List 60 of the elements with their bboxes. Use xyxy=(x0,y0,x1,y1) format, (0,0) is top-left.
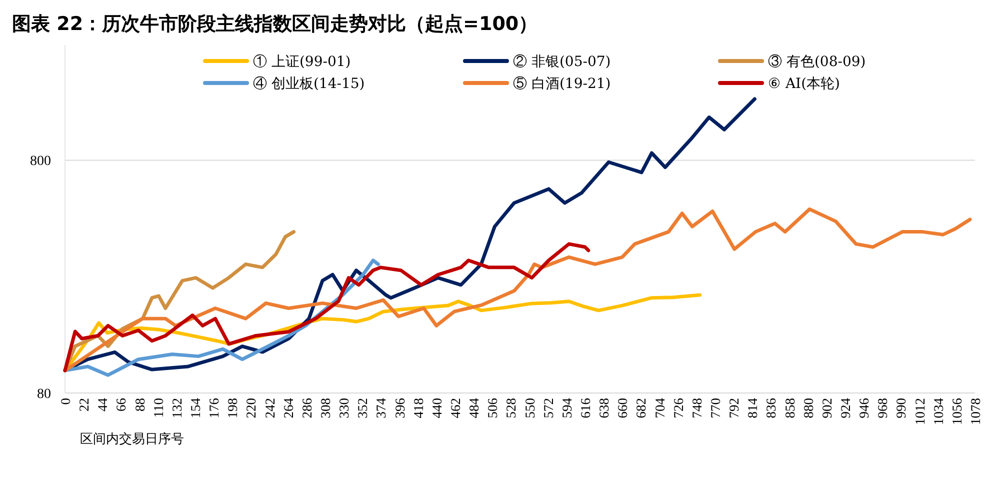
chart-title: 图表 22：历次牛市阶段主线指数区间走势对比（起点=100） xyxy=(12,13,538,35)
x-tick-label: 154 xyxy=(188,398,203,418)
x-tick-label: 264 xyxy=(280,398,296,418)
x-tick-label: 0 xyxy=(58,398,73,405)
x-tick-label: 858 xyxy=(782,398,798,418)
x-tick-label: 1078 xyxy=(968,398,983,425)
x-tick-label: 682 xyxy=(634,398,649,418)
x-tick-label: 1056 xyxy=(949,398,964,425)
x-tick-label: 418 xyxy=(410,398,426,418)
legend-label: ④ 创业板(14-15) xyxy=(253,76,365,92)
x-tick-label: 990 xyxy=(894,398,909,418)
legend-label: ② 非银(05-07) xyxy=(513,54,611,70)
x-tick-label: 462 xyxy=(448,398,463,418)
x-tick-label: 176 xyxy=(206,398,222,418)
x-tick-label: 110 xyxy=(150,398,166,418)
x-tick-label: 242 xyxy=(262,398,278,418)
x-tick-label: 748 xyxy=(689,398,704,418)
x-tick-label: 968 xyxy=(875,398,890,418)
x-tick-label: 572 xyxy=(540,398,556,418)
x-tick-label: 528 xyxy=(504,398,519,418)
x-tick-label: 660 xyxy=(615,398,630,418)
x-tick-label: 220 xyxy=(244,398,259,418)
legend-label: ③ 有色(08-09) xyxy=(768,54,866,70)
x-tick-label: 22 xyxy=(76,398,92,412)
x-tick-label: 286 xyxy=(299,398,314,418)
x-tick-label: 44 xyxy=(95,398,110,412)
x-tick-label: 1012 xyxy=(912,398,928,425)
x-tick-label: 704 xyxy=(652,398,668,418)
x-tick-label: 374 xyxy=(374,398,389,418)
x-tick-label: 836 xyxy=(764,398,779,418)
legend-label: ① 上证(99-01) xyxy=(253,54,351,70)
x-axis-title: 区间内交易日序号 xyxy=(80,431,184,447)
x-tick-label: 396 xyxy=(392,398,408,418)
x-tick-label: 880 xyxy=(800,398,816,418)
x-tick-label: 198 xyxy=(225,398,240,418)
x-tick-label: 1034 xyxy=(930,398,946,425)
x-tick-label: 308 xyxy=(318,398,333,418)
x-tick-label: 594 xyxy=(559,398,574,418)
x-tick-label: 726 xyxy=(670,398,686,418)
x-tick-label: 66 xyxy=(114,398,129,412)
y-tick-label: 80 xyxy=(37,387,51,402)
x-tick-label: 330 xyxy=(336,398,352,418)
x-tick-label: 770 xyxy=(708,398,723,418)
y-tick-label: 800 xyxy=(30,154,51,170)
x-tick-label: 814 xyxy=(745,398,760,418)
x-tick-label: 352 xyxy=(355,398,370,418)
x-tick-label: 924 xyxy=(838,398,853,418)
x-tick-label: 902 xyxy=(819,398,834,418)
legend-label: ⑤ 白酒(19-21) xyxy=(513,76,611,92)
x-tick-label: 792 xyxy=(726,398,742,418)
x-tick-label: 638 xyxy=(596,398,612,418)
x-tick-label: 484 xyxy=(466,398,482,418)
x-tick-label: 132 xyxy=(169,398,184,418)
x-tick-label: 88 xyxy=(132,398,148,412)
x-tick-label: 550 xyxy=(522,398,538,418)
x-tick-label: 946 xyxy=(856,398,872,418)
x-tick-label: 440 xyxy=(429,398,444,418)
x-tick-label: 616 xyxy=(578,398,593,418)
x-tick-label: 506 xyxy=(485,398,500,418)
legend-label: ⑥ AI(本轮) xyxy=(768,76,840,92)
